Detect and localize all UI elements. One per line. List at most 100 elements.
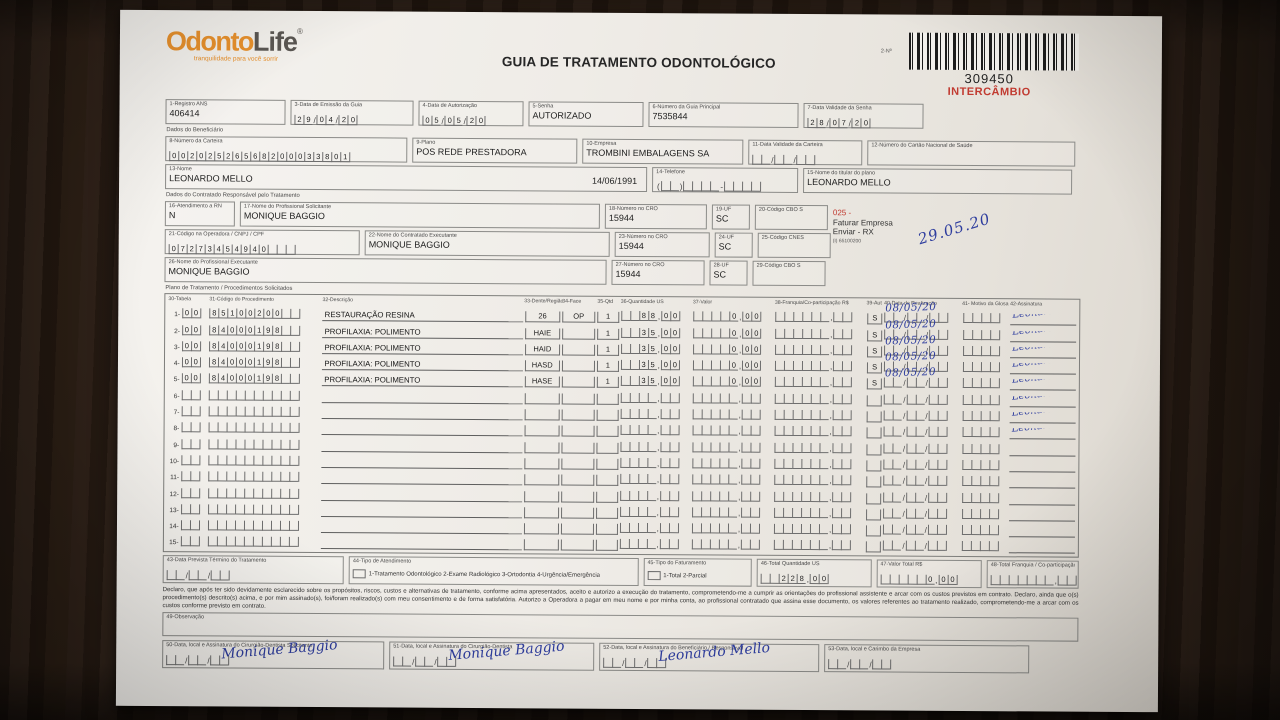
beneficiario-row-2: 13-Nome LEONARDO MELLO 14/06/1991 14-Tele…: [165, 164, 1081, 195]
plan-cell-signature-line: Leonardo: [1009, 314, 1077, 326]
plan-cell-qtd: [596, 393, 619, 405]
plan-cell-face: [561, 377, 595, 389]
plan-cellwrap-tabela: [180, 531, 207, 549]
plan-cell-us: ,: [620, 425, 679, 436]
plan-row: 15- , , , / /: [167, 531, 1075, 555]
plan-cell-dente: HAIE: [524, 327, 561, 340]
comb-field: / /: [166, 654, 230, 666]
plan-cell-glosa: [962, 329, 1000, 340]
plan-cell-aut: [866, 444, 882, 456]
plan-cell-tabela: [180, 471, 200, 482]
plan-cell-aut: [866, 427, 883, 439]
plan-cell-tabela: [180, 536, 200, 547]
plan-cell-signature-line: [1008, 493, 1076, 506]
plan-cell-qtd: [596, 409, 619, 421]
plan-cell-desc: RESTAURAÇÃO RESINA: [322, 310, 523, 323]
plan-cell-tabela: [180, 520, 200, 531]
plan-cell-data: / /: [883, 475, 948, 487]
plan-cell-glosa: [962, 345, 1000, 357]
handwritten-signature: Leonardo: [1011, 331, 1060, 338]
field-2-numero-label: 2-Nº: [880, 48, 892, 55]
plan-cell-valor: ,: [691, 507, 760, 518]
plan-cell-aut: [866, 460, 882, 472]
plan-cell-franquia: ,: [774, 442, 851, 453]
plan-cell-desc: PROFILAXIA: POLIMENTO: [322, 342, 523, 356]
plan-cell-qtd: [596, 523, 618, 536]
plan-cellwrap-data: / /: [883, 535, 959, 553]
signature-monique-solicitante: Monique Baggio: [220, 637, 339, 663]
plan-cell-signature-line: Leonardo: [1009, 363, 1076, 375]
field-numero-guia-principal: 6-Número da Guia Principal 7535844: [648, 102, 799, 128]
plan-cell-data: / /: [883, 540, 947, 552]
plan-cell-glosa: [961, 508, 999, 520]
contratado-block: 16-Atendimento a RN N 17-Nome do Profiss…: [164, 201, 1080, 288]
plan-cellwrap-franquia: ,: [773, 534, 864, 553]
form-title: GUIA DE TRATAMENTO ODONTOLÓGICO: [501, 54, 776, 71]
plan-cell-codigo: [208, 422, 300, 434]
plan-cell-data: / /: [884, 377, 948, 389]
plan-cell-valor: ,: [691, 523, 760, 534]
plan-cell-tabela: [181, 389, 200, 401]
plan-cell-codigo: [208, 439, 300, 450]
plan-cell-data: / /: [884, 410, 948, 421]
plan-cell-data: / /: [883, 508, 948, 519]
plan-cell-dente: [523, 458, 560, 470]
plan-cell-face: OP: [562, 311, 596, 324]
plan-cell-codigo: [208, 520, 299, 532]
plan-cell-desc: PROFILAXIA: POLIMENTO: [322, 359, 523, 372]
plan-cell-signature-line: [1008, 444, 1076, 457]
plan-cell-codigo: [208, 487, 299, 499]
plan-cell-aut: [865, 541, 882, 553]
plan-cell-codigo: [208, 390, 300, 401]
plan-cell-signature-line: [1008, 477, 1076, 489]
contratado-row-3: 26-Nome do Profissional Executante MONIQ…: [164, 257, 1080, 288]
plan-row-number: 8-: [173, 425, 180, 433]
field-cartao-nacional-saude: 12-Número do Cartão Nacional de Saúde: [867, 140, 1076, 167]
plan-cell-signature-line: [1008, 510, 1076, 522]
field-cbo-solicitante: 20-Código CBO S: [754, 204, 828, 231]
plan-cell-dente: HASD: [524, 360, 560, 372]
plan-cell-face: [561, 442, 595, 454]
plan-cell-us: ,: [619, 506, 679, 518]
plan-cell-signature-line: Leonardo: [1009, 330, 1077, 343]
plan-cell-signature-line: Leonardo: [1009, 412, 1076, 424]
plan-header-face: 34-Face: [562, 298, 582, 305]
handwritten-realization-date: 08/05/20: [885, 366, 937, 380]
handwritten-signature: Leonardo: [1011, 363, 1060, 370]
plan-cell-qtd: [596, 491, 618, 503]
plan-header-sig: 42-Assinatura: [1010, 301, 1043, 308]
plan-cell-tabela: [181, 422, 200, 433]
signature-monique-dentista: Monique Baggio: [447, 638, 566, 665]
plan-cell-us: ,: [619, 490, 679, 501]
plan-cell-desc: [321, 440, 523, 453]
comb-field: 2 8/0 7/2 0: [807, 117, 871, 128]
plan-cell-dente: [524, 425, 560, 437]
plan-row-number: 10-: [169, 458, 180, 466]
plan-cell-glosa: [962, 378, 999, 389]
plan-cell-dente: 26: [524, 311, 561, 323]
plan-cell-dente: [524, 393, 560, 405]
handwritten-realization-date: 08/05/20: [885, 301, 938, 315]
field-data-emissao: 3-Data de Emissão da Guia 2 9/0 4/2 0: [290, 99, 414, 126]
field-cbo-executante: 29-Código CBO S: [752, 260, 826, 287]
logo-life: Life: [252, 26, 298, 57]
plan-cell-data: / /: [883, 524, 947, 536]
plan-cell-franquia: ,: [774, 409, 852, 421]
plan-cell-qtd: 1: [597, 312, 619, 324]
plan-cell-valor: ,: [692, 474, 760, 486]
billing-note-code: 025 -: [832, 208, 852, 218]
plan-cell-qtd: [596, 442, 619, 454]
plan-cell-dente: HASE: [524, 376, 560, 389]
plan-cell-desc: [321, 489, 522, 502]
field-registro-ans: 1-Registro ANS 406414: [165, 99, 286, 125]
comb-field: / /: [752, 154, 816, 165]
